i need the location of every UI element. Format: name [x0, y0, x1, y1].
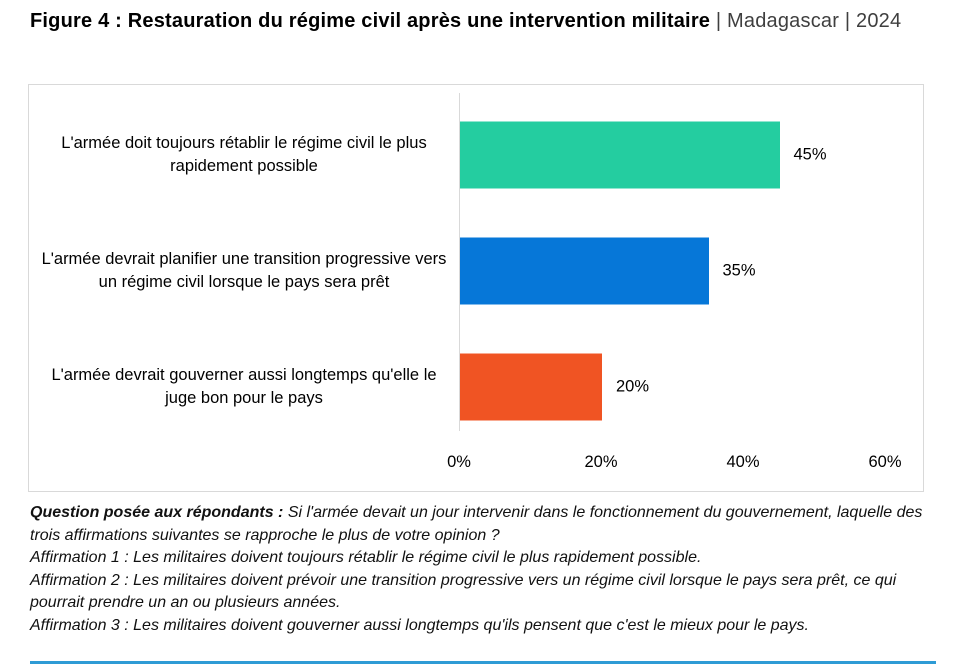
caption-question-lead: Question posée aux répondants :: [30, 504, 284, 521]
figure-title: Figure 4 : Restauration du régime civil …: [30, 8, 930, 35]
caption-affirmation-3: Affirmation 3 : Les militaires doivent g…: [30, 616, 809, 634]
bar: [460, 121, 780, 189]
category-label: L'armée devrait gouverner aussi longtemp…: [51, 366, 437, 407]
x-tick-label: 20%: [584, 453, 618, 471]
caption-question-text: Si l'armée devait un jour intervenir dan…: [30, 504, 923, 544]
category-label: L'armée doit toujours rétablir le régime…: [61, 134, 427, 175]
y-axis-line: [459, 93, 460, 431]
figure-title-bold: Figure 4 : Restauration du régime civil …: [30, 10, 711, 32]
x-axis-ticks: 0% 20% 40% 60%: [447, 453, 901, 475]
x-tick-label: 60%: [868, 453, 902, 471]
caption-affirmation-2: Affirmation 2 : Les militaires doivent p…: [30, 571, 897, 612]
x-tick-label: 40%: [726, 453, 760, 471]
category-label: L'armée devrait planifier une transition…: [41, 250, 447, 291]
bar: [460, 237, 709, 305]
caption-affirmation-1: Affirmation 1 : Les militaires doivent t…: [30, 549, 702, 566]
x-tick-label: 0%: [447, 453, 471, 471]
bar-track: 35%: [459, 213, 923, 329]
bar-chart: L'armée doit toujours rétablir le régime…: [28, 84, 924, 492]
bar-value-label: 45%: [793, 145, 827, 164]
figure-caption: Question posée aux répondants : Si l'arm…: [30, 502, 940, 637]
bar-row: L'armée devrait planifier une transition…: [29, 213, 923, 329]
caption-question: Question posée aux répondants : Si l'arm…: [30, 502, 940, 547]
bar: [460, 353, 602, 421]
bar-track: 45%: [459, 97, 923, 213]
bar-row: L'armée doit toujours rétablir le régime…: [29, 97, 923, 213]
bar-track: 20%: [459, 329, 923, 445]
figure-title-context: | Madagascar | 2024: [710, 10, 902, 32]
bar-row: L'armée devrait gouverner aussi longtemp…: [29, 329, 923, 445]
footer-accent-line: [30, 661, 936, 664]
bar-rows: L'armée doit toujours rétablir le régime…: [29, 97, 923, 445]
bar-value-label: 35%: [722, 261, 756, 280]
bar-value-label: 20%: [616, 377, 650, 396]
